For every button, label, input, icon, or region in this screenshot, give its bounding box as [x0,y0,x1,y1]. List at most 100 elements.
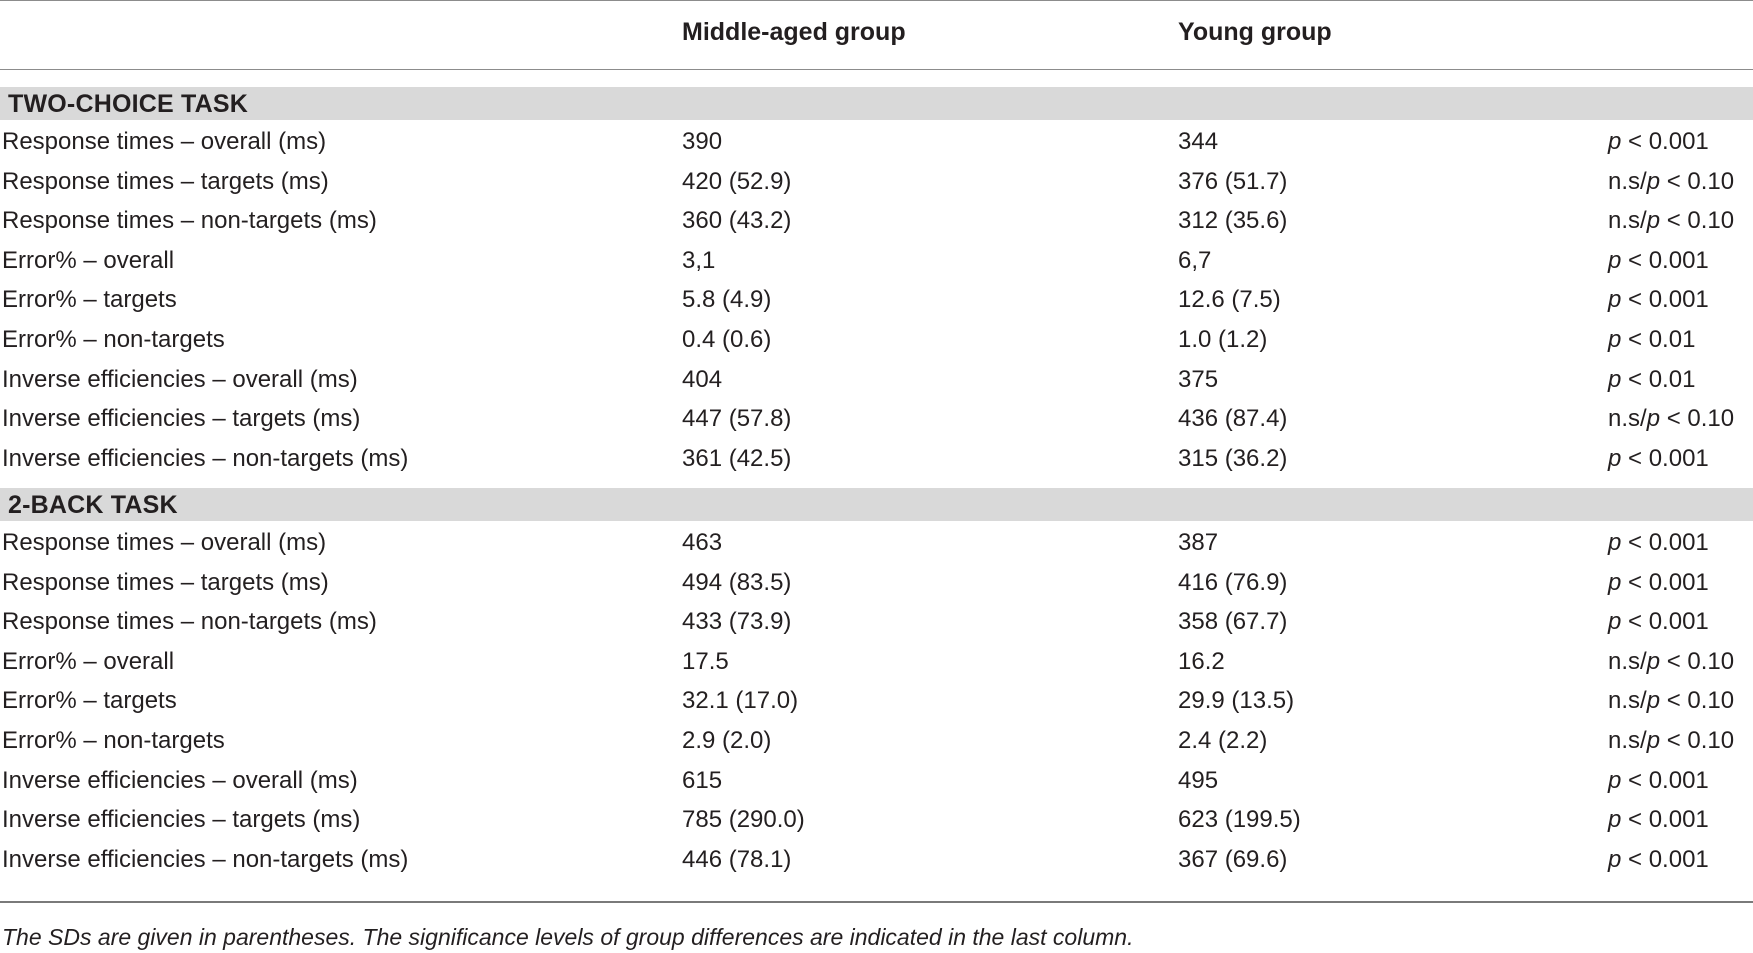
significance-prefix: n.s/ [1608,687,1647,715]
young-value: 315 (36.2) [1178,444,1288,472]
row-label: Inverse efficiencies – overall (ms) [2,365,358,393]
row-label: Response times – overall (ms) [2,529,327,556]
young-value: 1.0 (1.2) [1178,326,1268,353]
table-footnote: The SDs are given in parentheses. The si… [2,924,1134,950]
p-threshold: < 0.001 [1621,529,1709,556]
p-threshold: < 0.001 [1621,128,1709,155]
middle-aged-value: 3,1 [682,246,716,274]
significance-value: p < 0.001 [1608,528,1709,558]
table-row: Inverse efficiencies – overall (ms) 404 37… [0,360,1753,400]
p-symbol: p [1608,444,1622,472]
middle-aged-value: 360 (43.2) [682,207,792,235]
table-row: Inverse efficiencies – non-targets (ms) 3… [0,439,1753,479]
table-row: Response times – overall (ms) 390 344 p < 0… [0,122,1753,162]
middle-aged-value: 17.5 [682,647,729,675]
significance-value: p < 0.001 [1608,285,1709,315]
middle-aged-value: 785 (290.0) [682,806,805,834]
young-value: 436 (87.4) [1178,405,1288,433]
young-value: 495 [1178,766,1219,794]
p-symbol: p [1608,845,1622,873]
significance-value: n.s/p < 0.10 [1608,206,1734,236]
significance-value: p < 0.001 [1608,444,1709,474]
middle-aged-value: 447 (57.8) [682,405,792,433]
table-row: Response times – non-targets (ms) 433 (73… [0,602,1753,642]
significance-value: p < 0.001 [1608,246,1709,276]
young-value: 6,7 [1178,246,1212,274]
p-threshold: < 0.10 [1660,687,1735,715]
p-symbol: p [1608,529,1622,556]
significance-prefix: n.s/ [1608,647,1647,675]
young-value: 375 [1178,365,1219,393]
table-row: Error% – targets 5.8 (4.9) 12.6 (7.5) p < 0… [0,280,1753,320]
significance-value: p < 0.001 [1608,845,1709,875]
p-threshold: < 0.01 [1621,326,1696,353]
middle-aged-value: 615 [682,766,723,794]
young-value: 29.9 (13.5) [1178,687,1295,715]
table-row: Response times – overall (ms) 463 387 p < 0… [0,523,1753,563]
p-threshold: < 0.10 [1660,647,1735,675]
young-value: 312 (35.6) [1178,207,1288,235]
p-threshold: < 0.10 [1660,167,1735,195]
young-value: 623 (199.5) [1178,806,1301,834]
middle-aged-value: 404 [682,365,723,393]
table-row: Inverse efficiencies – non-targets (ms) 4… [0,840,1753,880]
significance-prefix: n.s/ [1608,727,1647,754]
middle-aged-value: 463 [682,529,723,556]
p-symbol: p [1646,405,1661,433]
young-value: 16.2 [1178,647,1225,675]
young-value: 12.6 (7.5) [1178,286,1281,314]
table-row: Response times – targets (ms) 494 (83.5) 4… [0,563,1753,603]
significance-value: n.s/p < 0.10 [1608,404,1734,434]
row-label: Error% – non-targets [2,727,225,754]
p-symbol: p [1608,806,1622,834]
p-threshold: < 0.001 [1621,286,1709,314]
p-symbol: p [1646,687,1661,715]
row-label: Response times – non-targets (ms) [2,207,377,235]
p-symbol: p [1608,128,1622,155]
middle-aged-value: 32.1 (17.0) [682,687,799,715]
p-threshold: < 0.001 [1621,568,1709,596]
significance-value: n.s/p < 0.10 [1608,726,1734,756]
significance-value: p < 0.001 [1608,568,1709,598]
p-symbol: p [1608,766,1622,794]
table-row: Inverse efficiencies – targets (ms) 447 (… [0,399,1753,439]
row-label: Error% – overall [2,647,175,675]
significance-prefix: n.s/ [1608,167,1647,195]
middle-aged-value: 494 (83.5) [682,568,792,596]
middle-aged-value: 420 (52.9) [682,167,792,195]
table-row: Error% – non-targets 2.9 (2.0) 2.4 (2.2) n.… [0,721,1753,761]
p-symbol: p [1608,568,1622,596]
row-label: Error% – targets [2,286,177,314]
header-bottom-rule [0,69,1753,70]
row-label: Inverse efficiencies – targets (ms) [2,405,361,433]
significance-prefix: n.s/ [1608,405,1647,433]
table-row: Error% – overall 17.5 16.2 n.s/p < 0.10 [0,642,1753,682]
significance-prefix: n.s/ [1608,207,1647,235]
table-row: Error% – non-targets 0.4 (0.6) 1.0 (1.2) p … [0,320,1753,360]
significance-value: p < 0.01 [1608,365,1695,395]
table-top-rule [0,0,1753,1]
row-label: Error% – targets [2,687,177,715]
table-row: Inverse efficiencies – overall (ms) 615 49… [0,761,1753,801]
middle-aged-value: 0.4 (0.6) [682,326,772,353]
middle-aged-value: 390 [682,128,723,155]
p-symbol: p [1646,207,1661,235]
young-value: 376 (51.7) [1178,167,1288,195]
table-row: Error% – overall 3,1 6,7 p < 0.001 [0,241,1753,281]
p-threshold: < 0.001 [1621,444,1709,472]
row-label: Inverse efficiencies – targets (ms) [2,806,361,834]
middle-aged-value: 361 (42.5) [682,444,792,472]
p-threshold: < 0.001 [1621,845,1709,873]
significance-value: p < 0.001 [1608,805,1709,835]
section-header-2-back-task: 2-BACK TASK [0,488,1753,521]
p-symbol: p [1608,608,1622,636]
table-bottom-rule [0,901,1753,903]
table-row: Response times – targets (ms) 420 (52.9) 3… [0,162,1753,202]
significance-value: n.s/p < 0.10 [1608,167,1734,197]
p-threshold: < 0.001 [1621,246,1709,274]
young-value: 2.4 (2.2) [1178,727,1268,754]
middle-aged-value: 5.8 (4.9) [682,286,772,314]
table-row: Error% – targets 32.1 (17.0) 29.9 (13.5) n.… [0,681,1753,721]
significance-value: p < 0.001 [1608,127,1709,157]
p-threshold: < 0.10 [1660,207,1735,235]
